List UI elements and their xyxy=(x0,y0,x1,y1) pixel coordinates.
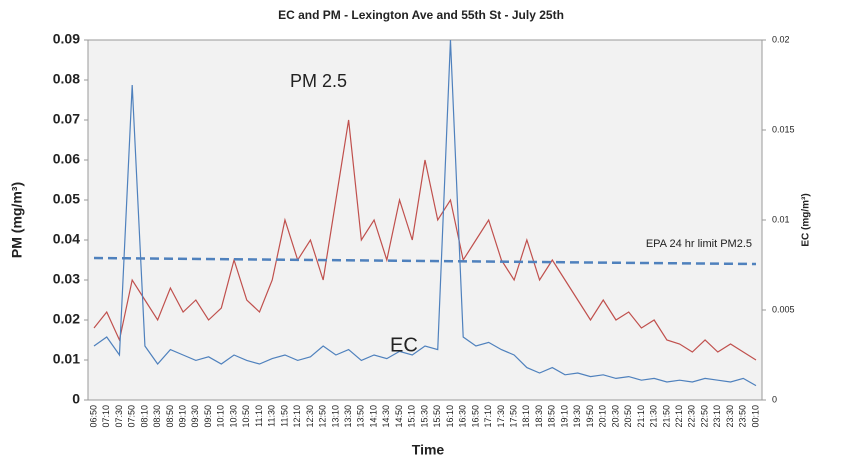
x-tick-label: 19:10 xyxy=(559,405,569,428)
x-tick-label: 18:50 xyxy=(547,405,557,428)
x-tick-label: 15:10 xyxy=(407,405,417,428)
y-tick-label: 0.06 xyxy=(53,151,80,167)
y-tick-label: 0.04 xyxy=(53,231,80,247)
y-tick-label: 0.05 xyxy=(53,191,80,207)
y-tick-label: 0.01 xyxy=(53,351,80,367)
x-tick-label: 16:10 xyxy=(445,405,455,428)
x-tick-label: 12:30 xyxy=(305,405,315,428)
x-tick-label: 14:10 xyxy=(368,405,378,428)
x-tick-label: 10:10 xyxy=(216,405,226,428)
x-tick-label: 12:50 xyxy=(318,405,328,428)
x-tick-label: 09:50 xyxy=(203,405,213,428)
series-annotation: PM 2.5 xyxy=(290,71,347,91)
x-tick-label: 12:10 xyxy=(292,405,302,428)
x-tick-label: 11:50 xyxy=(279,405,289,427)
x-tick-label: 20:30 xyxy=(610,405,620,428)
x-tick-label: 20:50 xyxy=(623,405,633,428)
y2-tick-label: 0.005 xyxy=(772,304,795,314)
y2-tick-label: 0.015 xyxy=(772,124,795,134)
x-tick-label: 13:50 xyxy=(356,405,366,428)
x-tick-label: 10:50 xyxy=(241,405,251,428)
x-tick-label: 08:10 xyxy=(139,405,149,428)
y-tick-label: 0 xyxy=(72,391,80,407)
y-axis-label: PM (mg/m³) xyxy=(9,182,25,258)
y-tick-label: 0.07 xyxy=(53,111,80,127)
x-tick-label: 18:30 xyxy=(534,405,544,428)
x-tick-label: 22:30 xyxy=(687,405,697,428)
x-tick-label: 06:50 xyxy=(88,405,98,428)
x-tick-label: 08:50 xyxy=(165,405,175,428)
x-tick-label: 21:30 xyxy=(649,405,659,428)
x-tick-label: 09:10 xyxy=(177,405,187,428)
x-tick-label: 21:10 xyxy=(636,405,646,428)
x-tick-label: 20:10 xyxy=(598,405,608,428)
y-tick-label: 0.09 xyxy=(53,31,80,47)
x-tick-label: 14:50 xyxy=(394,405,404,428)
y2-tick-label: 0.01 xyxy=(772,214,790,224)
y2-tick-label: 0.02 xyxy=(772,34,790,44)
y-tick-label: 0.02 xyxy=(53,311,80,327)
x-tick-label: 16:50 xyxy=(470,405,480,428)
x-tick-label: 07:50 xyxy=(127,405,137,428)
x-tick-label: 18:10 xyxy=(521,405,531,428)
x-tick-label: 22:50 xyxy=(699,405,709,428)
x-tick-label: 16:30 xyxy=(458,405,468,428)
x-tick-label: 23:10 xyxy=(712,405,722,428)
x-tick-label: 00:10 xyxy=(750,405,760,428)
x-tick-label: 10:30 xyxy=(228,405,238,428)
x-tick-label: 11:10 xyxy=(254,405,264,427)
reference-line xyxy=(93,256,757,266)
x-tick-label: 07:30 xyxy=(114,405,124,428)
x-tick-label: 21:50 xyxy=(661,405,671,428)
x-tick-label: 17:10 xyxy=(483,405,493,428)
x-tick-label: 07:10 xyxy=(101,405,111,428)
x-axis-label: Time xyxy=(412,442,445,458)
x-tick-label: 13:30 xyxy=(343,405,353,428)
series-annotation: EC xyxy=(390,334,418,356)
data-line xyxy=(93,39,757,387)
x-tick-label: 22:10 xyxy=(674,405,684,428)
plot-area xyxy=(87,39,763,401)
x-tick-label: 09:30 xyxy=(190,405,200,428)
x-tick-label: 11:30 xyxy=(267,405,277,427)
x-tick-label: 23:30 xyxy=(725,405,735,428)
y-tick-label: 0.08 xyxy=(53,71,80,87)
data-line xyxy=(93,119,757,361)
x-tick-label: 15:50 xyxy=(432,405,442,428)
x-tick-label: 19:50 xyxy=(585,405,595,428)
y2-axis-label: EC (mg/m³) xyxy=(801,193,812,246)
x-tick-label: 17:50 xyxy=(508,405,518,428)
x-tick-label: 14:30 xyxy=(381,405,391,428)
reference-label: EPA 24 hr limit PM2.5 xyxy=(646,238,752,250)
y-tick-label: 0.03 xyxy=(53,271,80,287)
chart-title: EC and PM - Lexington Ave and 55th St - … xyxy=(278,8,564,22)
x-tick-label: 15:30 xyxy=(419,405,429,428)
x-tick-label: 17:30 xyxy=(496,405,506,428)
x-tick-label: 08:30 xyxy=(152,405,162,428)
x-tick-label: 13:10 xyxy=(330,405,340,428)
x-tick-label: 19:30 xyxy=(572,405,582,428)
x-tick-label: 23:50 xyxy=(738,405,748,428)
y2-tick-label: 0 xyxy=(772,394,777,404)
